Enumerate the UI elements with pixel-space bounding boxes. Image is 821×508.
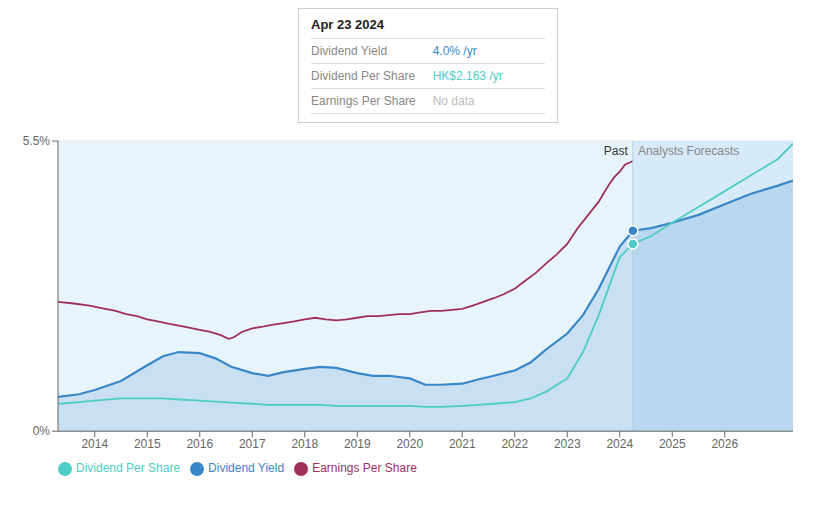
svg-text:2025: 2025 [659, 437, 686, 451]
html-text:Earnings Per Share: Earnings Per Share [312, 461, 417, 476]
svg-text:2024: 2024 [606, 437, 633, 451]
html-text:Earnings Per Share: Earnings Per Share [311, 94, 416, 108]
svg-text:5.5%: 5.5% [23, 134, 51, 148]
svg-text:2023: 2023 [554, 437, 581, 451]
html-text:Apr 23 2024: Apr 23 2024 [311, 17, 384, 32]
svg-text:2015: 2015 [134, 437, 161, 451]
svg-text:2016: 2016 [186, 437, 213, 451]
html-text:Dividend Yield: Dividend Yield [311, 44, 388, 58]
html-text:HK$2.163 /yr: HK$2.163 /yr [432, 69, 503, 83]
svg-text:2020: 2020 [396, 437, 423, 451]
svg-text:2021: 2021 [449, 437, 476, 451]
svg-text:2019: 2019 [344, 437, 371, 451]
html-text:Dividend Per Share: Dividend Per Share [311, 69, 416, 83]
svg-text:Analysts Forecasts: Analysts Forecasts [638, 144, 739, 158]
svg-text:2014: 2014 [81, 437, 108, 451]
svg-text:2022: 2022 [501, 437, 528, 451]
svg-text:Past: Past [604, 144, 629, 158]
svg-text:2026: 2026 [711, 437, 738, 451]
html-text:Dividend Per Share: Dividend Per Share [76, 461, 181, 476]
svg-text:2017: 2017 [239, 437, 266, 451]
svg-text:2018: 2018 [291, 437, 318, 451]
html-text:Dividend Yield: Dividend Yield [208, 461, 285, 476]
html-text:4.0% /yr: 4.0% /yr [432, 44, 477, 58]
html-text:No data: No data [432, 94, 475, 108]
svg-text:0%: 0% [33, 424, 51, 438]
